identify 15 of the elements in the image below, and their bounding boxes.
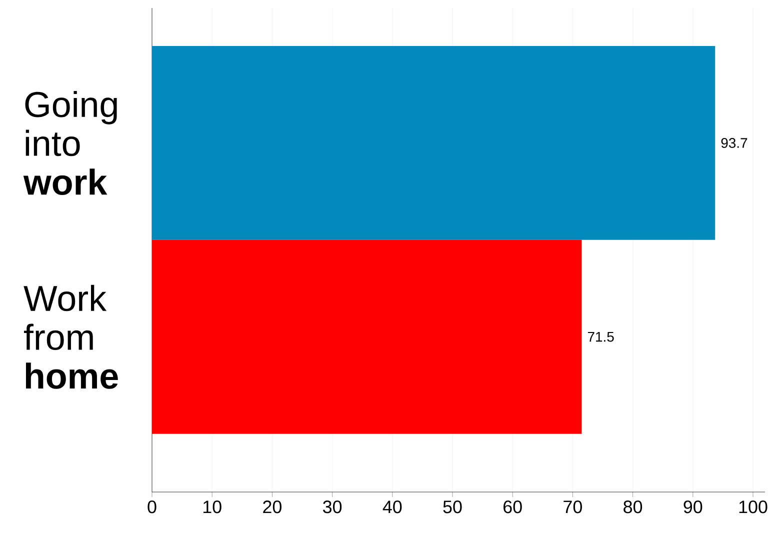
x-tick-label: 60 (504, 500, 522, 514)
x-tick-label: 20 (263, 500, 282, 514)
x-tick-label: 100 (739, 500, 768, 514)
x-tick-label: 50 (443, 500, 462, 514)
data-label: 71.5 (588, 332, 614, 342)
data-label: 93.7 (721, 138, 748, 148)
x-tick-label: 40 (382, 500, 402, 514)
x-tick-label: 10 (203, 500, 222, 514)
y-tick-label: Going into work (23, 90, 117, 195)
x-tick-label: 30 (323, 500, 342, 514)
x-tick-label: 80 (624, 500, 642, 514)
x-tick-label: 90 (684, 500, 702, 514)
y-tick-label: Work from home (24, 284, 118, 389)
x-tick-label: 0 (148, 500, 156, 514)
x-tick-label: 70 (564, 500, 582, 514)
